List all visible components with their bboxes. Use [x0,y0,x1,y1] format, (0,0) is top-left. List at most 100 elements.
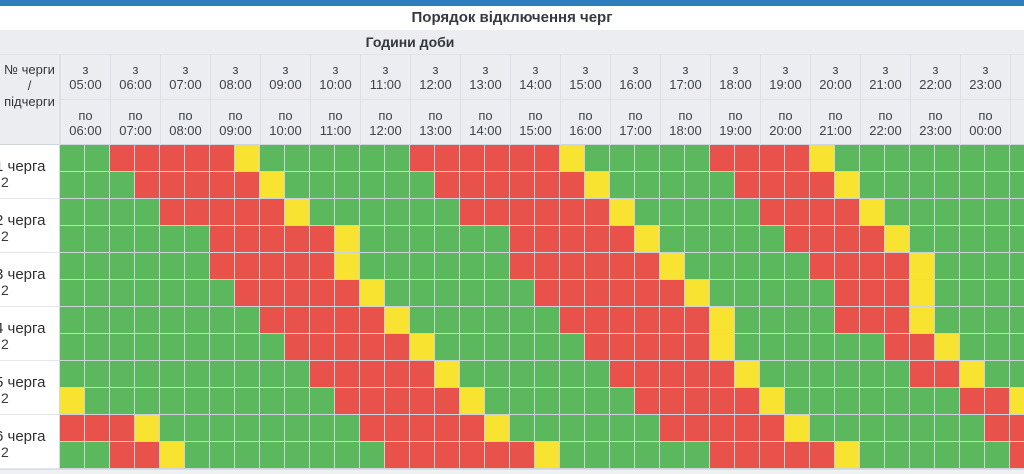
schedule-cell-power-on [85,442,110,469]
schedule-cell-power-off [760,415,785,442]
schedule-cell-power-off [660,415,685,442]
schedule-cell-power-off [285,226,310,253]
queue-label-block: 5 черга 2 [0,361,59,415]
schedule-cell-possible-off [635,226,660,253]
schedule-cell-power-off [210,172,235,199]
hour-to-cell: по 18:00 [661,100,710,145]
schedule-cell-power-off [285,253,310,280]
schedule-cell-power-on [810,307,835,334]
to-time: 08:00 [169,122,202,138]
schedule-cell-power-off [460,415,485,442]
hour-to-cell: по 07:00 [111,100,160,145]
schedule-cell-power-on [185,415,210,442]
hour-column-header: з 07:00 по 08:00 [160,55,210,145]
schedule-cell-power-on [735,334,760,361]
schedule-cell-possible-off [910,307,935,334]
schedule-cell-power-on [285,145,310,172]
schedule-cell-power-off [310,361,335,388]
schedule-cell-power-off [610,307,635,334]
schedule-cell-power-on [760,334,785,361]
schedule-cell-power-on [935,280,960,307]
schedule-cell-power-off [1010,415,1024,442]
schedule-cell-power-on [410,172,435,199]
schedule-cell-power-on [335,199,360,226]
queue-label-block: 2 черга 2 [0,199,59,253]
queue-name-label: 5 черга [0,374,46,391]
schedule-cell-power-on [85,361,110,388]
hour-column-header: з 05:00 по 06:00 [60,55,110,145]
schedule-cell-power-off [110,415,135,442]
schedule-cell-power-on [560,415,585,442]
schedule-row-q6-sub2 [60,442,1024,469]
horizontal-scrollbar[interactable] [0,469,1024,474]
schedule-cell-power-on [310,415,335,442]
schedule-cell-power-on [1010,280,1024,307]
corner-line-3: підчерги [4,94,55,109]
schedule-cell-power-on [310,388,335,415]
schedule-cell-power-on [335,145,360,172]
queue-name-label: 4 черга [0,320,46,337]
hour-column-header: з 21:00 по 22:00 [860,55,910,145]
schedule-cell-power-off [735,388,760,415]
schedule-cell-power-on [985,442,1010,469]
schedule-cell-power-on [910,388,935,415]
schedule-cell-power-on [785,307,810,334]
schedule-cell-power-on [510,307,535,334]
to-prefix: по [228,107,243,123]
schedule-cell-possible-off [135,415,160,442]
hour-from-cell: з 12:00 [411,55,460,100]
schedule-cell-power-off [835,280,860,307]
schedule-cell-power-on [535,388,560,415]
schedule-cell-power-off [210,253,235,280]
schedule-cell-power-on [110,172,135,199]
schedule-cell-power-on [785,280,810,307]
schedule-cell-power-off [110,442,135,469]
schedule-cell-power-on [235,334,260,361]
schedule-cell-power-on [935,226,960,253]
schedule-cell-power-off [460,199,485,226]
from-time: 14:00 [519,77,552,92]
schedule-cell-power-on [560,334,585,361]
schedule-cell-power-off [960,388,985,415]
schedule-cell-power-on [935,172,960,199]
from-prefix: з [232,62,239,77]
schedule-cell-power-off [260,253,285,280]
schedule-cell-power-on [210,361,235,388]
schedule-cell-power-off [735,145,760,172]
schedule-cell-power-on [935,388,960,415]
schedule-cell-power-on [185,226,210,253]
schedule-cell-power-on [410,280,435,307]
schedule-cell-power-off [560,199,585,226]
schedule-cell-power-on [135,361,160,388]
schedule-cell-power-on [285,415,310,442]
hour-from-cell: з 11:00 [361,55,410,100]
subqueue-label: 2 [1,336,9,352]
schedule-cell-power-on [935,253,960,280]
schedule-cell-power-on [235,442,260,469]
schedule-cell-power-off [660,334,685,361]
hour-to-cell: по 19:00 [711,100,760,145]
schedule-cell-power-on [735,253,760,280]
hour-to-cell: по 20:00 [761,100,810,145]
schedule-cell-possible-off [335,253,360,280]
schedule-cell-power-on [210,442,235,469]
to-prefix: по [878,107,893,123]
schedule-cell-power-on [210,334,235,361]
schedule-cell-power-off [285,307,310,334]
schedule-cell-power-on [310,172,335,199]
schedule-cell-power-off [610,226,635,253]
schedule-cell-power-on [210,415,235,442]
schedule-cell-power-on [610,172,635,199]
schedule-cell-power-off [210,226,235,253]
schedule-cell-power-on [435,334,460,361]
schedule-cell-power-on [60,199,85,226]
schedule-cell-power-on [710,226,735,253]
schedule-cell-power-on [1010,334,1024,361]
page-title: Порядок відключення черг [411,9,613,26]
schedule-cell-power-on [360,172,385,199]
corner-line-2: / [27,78,32,93]
schedule-cell-power-off [385,415,410,442]
schedule-cell-power-off [810,253,835,280]
from-time: 09:00 [269,77,302,92]
schedule-cell-power-off [360,415,385,442]
